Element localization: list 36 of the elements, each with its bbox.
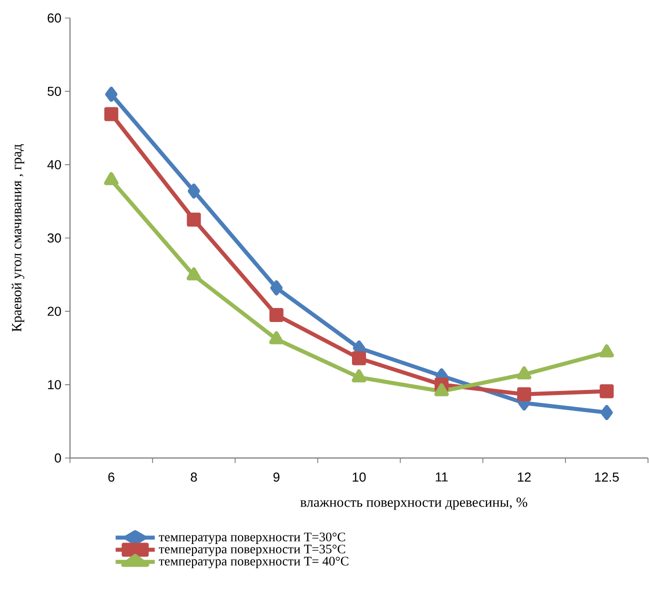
point — [352, 351, 366, 366]
y-tick-label: 50 — [48, 86, 61, 96]
point — [600, 344, 614, 358]
x-tick-label: 12 — [518, 472, 531, 482]
point — [104, 107, 118, 122]
point — [104, 172, 118, 186]
point — [269, 331, 284, 344]
legend-label: температура поверхности T=30°C — [158, 532, 346, 544]
point — [434, 383, 449, 396]
x-tick-label: 8 — [190, 472, 197, 482]
point — [270, 280, 283, 296]
point — [600, 384, 614, 398]
y-tick-label: 40 — [47, 160, 61, 170]
y-tick-label: 10 — [48, 380, 61, 390]
point — [105, 86, 118, 102]
x-tick-label: 6 — [108, 472, 114, 482]
x-tick-label: 9 — [273, 472, 280, 482]
point — [352, 369, 366, 382]
y-tick-label: 60 — [48, 13, 61, 23]
point — [186, 267, 202, 280]
x-tick-label: 11 — [436, 472, 448, 482]
y-tick-label: 30 — [48, 233, 61, 243]
point — [600, 405, 613, 420]
y-tick-label: 20 — [48, 306, 61, 316]
y-tick-label: 0 — [54, 453, 61, 463]
point — [269, 308, 284, 322]
y-axis-title: Краевой угол смачивания , град — [12, 144, 24, 332]
legend-label: температура поверхности T= 40°C — [158, 556, 348, 568]
point — [188, 184, 200, 199]
point — [517, 387, 532, 402]
x-axis-title: влажность поверхности древесины, % — [300, 498, 528, 510]
x-tick-label: 10 — [352, 472, 366, 482]
point — [516, 366, 532, 380]
point — [186, 212, 201, 227]
x-tick-label: 12.5 — [595, 472, 619, 482]
legend-label: температура поверхности T=35°C — [158, 544, 346, 556]
